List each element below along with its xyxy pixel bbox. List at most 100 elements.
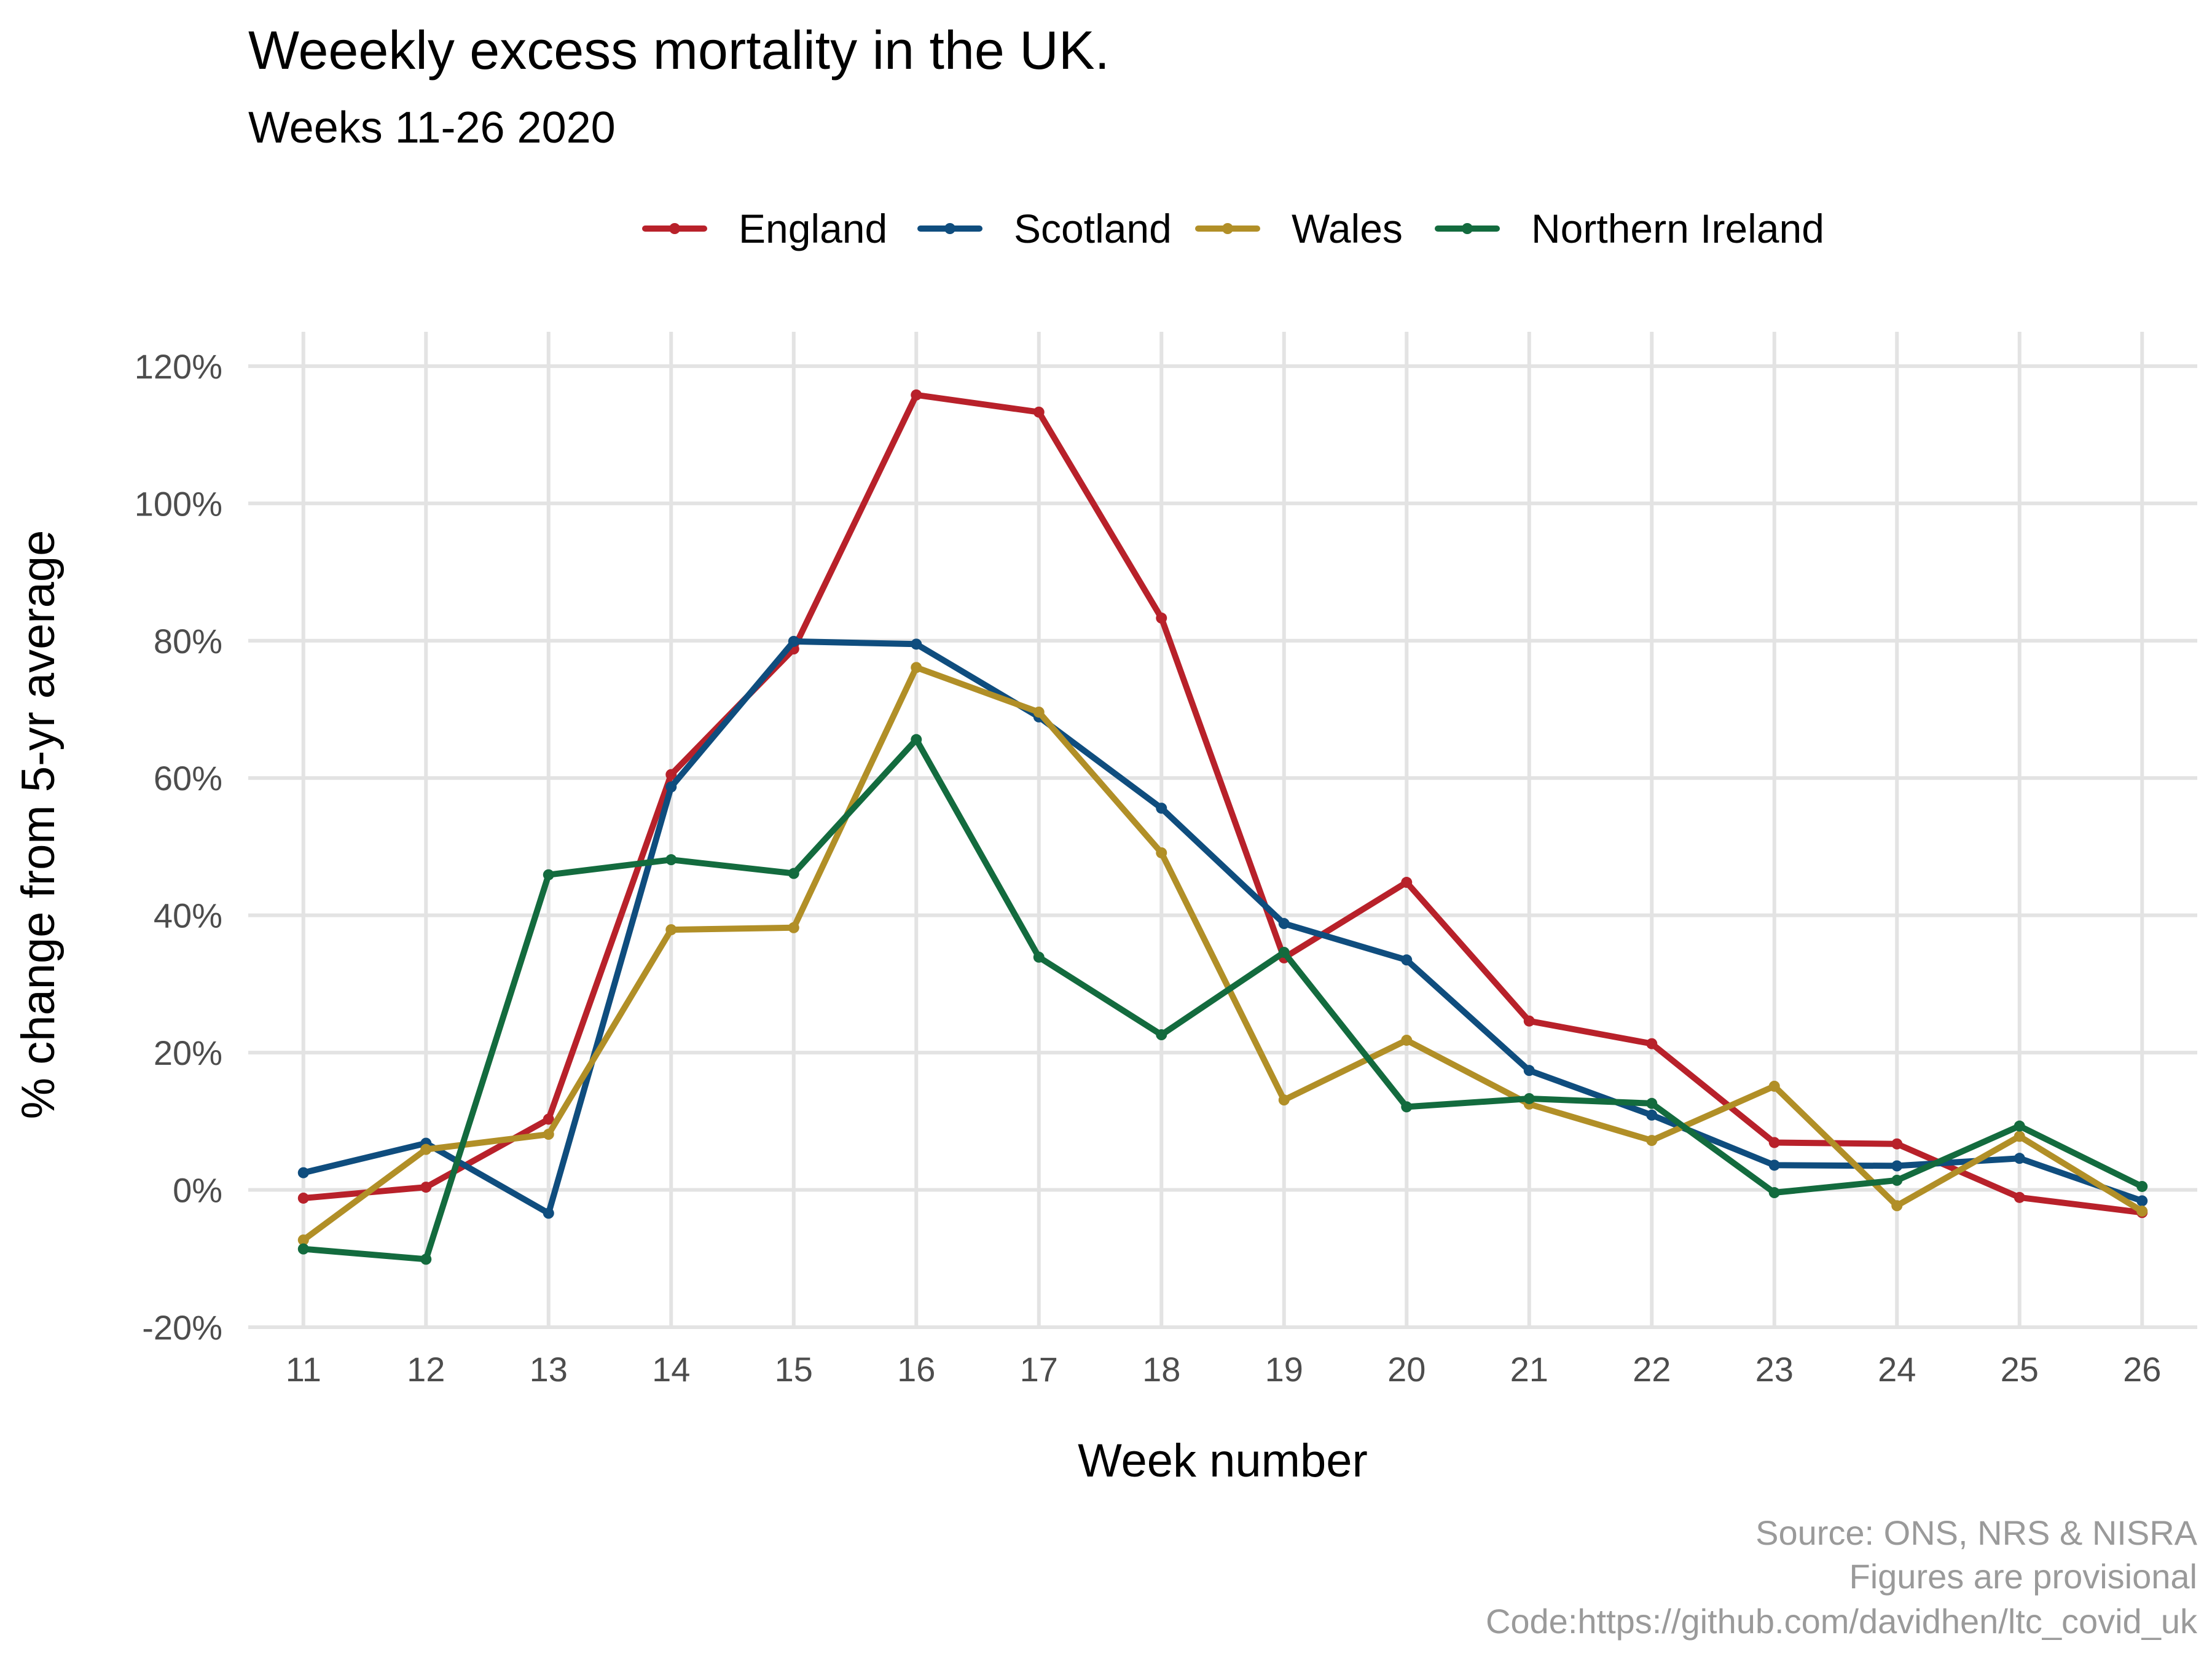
legend-item-england: England (642, 206, 887, 251)
x-tick-label: 13 (530, 1350, 568, 1389)
series-scotland (297, 635, 2148, 1219)
legend-label: Wales (1292, 206, 1403, 251)
data-point-wales (1891, 1200, 1903, 1212)
data-point-wales (2136, 1206, 2148, 1217)
data-point-england (911, 389, 922, 401)
x-tick-label: 20 (1387, 1350, 1426, 1389)
data-point-england (420, 1182, 432, 1193)
x-tick-label: 17 (1020, 1350, 1058, 1389)
data-point-wales (1401, 1034, 1413, 1046)
data-point-scotland (665, 781, 677, 793)
legend-key-point (1462, 223, 1473, 234)
data-point-england (665, 769, 677, 780)
legend: England Scotland Wales Northern Ireland (642, 206, 1824, 251)
data-point-scotland (1768, 1159, 1780, 1171)
data-point-northern-ireland (788, 868, 799, 879)
data-point-wales (665, 924, 677, 936)
chart-title: Weeekly excess mortality in the UK. (248, 20, 1110, 80)
caption-code: Code:https://github.com/davidhen/ltc_cov… (1486, 1602, 2198, 1641)
data-point-northern-ireland (1156, 1029, 1167, 1041)
y-tick-label: 0% (173, 1171, 222, 1210)
x-tick-label: 19 (1265, 1350, 1303, 1389)
y-tick-label: 120% (135, 347, 222, 386)
legend-item-northern-ireland: Northern Ireland (1435, 206, 1824, 251)
data-point-wales (1768, 1080, 1780, 1092)
data-point-northern-ireland (1278, 946, 1290, 958)
x-axis-ticks: 11 12 13 14 15 16 17 18 19 20 21 22 23 24 25 26 (286, 1350, 2162, 1389)
data-point-england (1033, 406, 1045, 418)
data-point-scotland (543, 1207, 554, 1219)
data-point-northern-ireland (1401, 1101, 1413, 1113)
data-point-wales (788, 922, 799, 933)
legend-label: Scotland (1014, 206, 1172, 251)
chart-subtitle: Weeks 11-26 2020 (248, 103, 616, 152)
data-point-wales (297, 1234, 309, 1246)
x-tick-label: 26 (2123, 1350, 2161, 1389)
series-line-wales (300, 664, 2146, 1244)
grid (248, 332, 2197, 1329)
data-point-england (543, 1113, 554, 1125)
y-tick-label: 100% (135, 484, 222, 523)
x-tick-label: 18 (1142, 1350, 1180, 1389)
series-northern-ireland (297, 734, 2148, 1265)
x-tick-label: 11 (286, 1350, 321, 1389)
y-tick-label: 40% (154, 896, 222, 935)
x-tick-label: 12 (407, 1350, 445, 1389)
series-group (297, 389, 2148, 1265)
data-point-scotland (1278, 918, 1290, 930)
y-tick-label: -20% (142, 1308, 222, 1347)
data-point-northern-ireland (1768, 1187, 1780, 1199)
data-point-england (1401, 877, 1413, 888)
data-point-northern-ireland (2136, 1180, 2148, 1192)
data-point-wales (1156, 847, 1167, 858)
data-point-scotland (1646, 1109, 1658, 1121)
y-axis-title: % change from 5-yr average (12, 530, 65, 1120)
series-wales (297, 662, 2148, 1246)
data-point-scotland (1523, 1065, 1535, 1077)
legend-key-point (669, 223, 680, 234)
data-point-northern-ireland (297, 1243, 309, 1255)
data-point-england (1768, 1137, 1780, 1148)
x-tick-label: 23 (1755, 1350, 1794, 1389)
x-tick-label: 14 (652, 1350, 690, 1389)
data-point-england (1646, 1038, 1658, 1049)
legend-label: England (739, 206, 887, 251)
legend-label: Northern Ireland (1531, 206, 1824, 251)
data-point-scotland (1891, 1160, 1903, 1172)
series-line-northern-ireland (300, 736, 2146, 1263)
data-point-scotland (788, 635, 799, 647)
data-point-scotland (2014, 1153, 2025, 1164)
x-tick-label: 22 (1633, 1350, 1671, 1389)
legend-item-scotland: Scotland (917, 206, 1172, 251)
x-tick-label: 15 (775, 1350, 813, 1389)
y-tick-label: 20% (154, 1033, 222, 1072)
data-point-england (1891, 1138, 1903, 1150)
caption-provisional: Figures are provisional (1849, 1557, 2197, 1596)
data-point-wales (1278, 1094, 1290, 1106)
data-point-scotland (2136, 1195, 2148, 1207)
legend-key-point (1222, 223, 1233, 234)
x-tick-label: 21 (1510, 1350, 1548, 1389)
data-point-northern-ireland (1033, 951, 1045, 963)
series-line-scotland (300, 638, 2146, 1217)
series-line-england (300, 391, 2146, 1216)
data-point-england (1523, 1015, 1535, 1027)
data-point-wales (420, 1143, 432, 1155)
caption-source: Source: ONS, NRS & NISRA (1755, 1513, 2198, 1552)
y-tick-label: 80% (154, 622, 222, 661)
data-point-scotland (297, 1167, 309, 1179)
data-point-northern-ireland (543, 869, 554, 880)
legend-item-wales: Wales (1195, 206, 1403, 251)
data-point-scotland (911, 638, 922, 650)
data-point-scotland (1401, 954, 1413, 966)
data-point-northern-ireland (1523, 1092, 1535, 1104)
data-point-northern-ireland (1646, 1097, 1658, 1109)
data-point-wales (1646, 1135, 1658, 1147)
data-point-northern-ireland (420, 1253, 432, 1265)
x-tick-label: 24 (1878, 1350, 1916, 1389)
data-point-wales (2014, 1131, 2025, 1142)
data-point-wales (1033, 706, 1045, 718)
data-point-scotland (1156, 802, 1167, 814)
data-point-wales (543, 1129, 554, 1140)
